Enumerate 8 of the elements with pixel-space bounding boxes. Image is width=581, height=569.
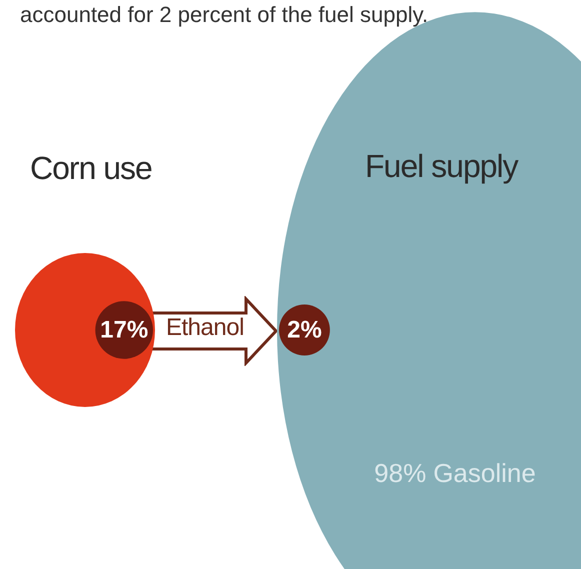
text: Corn use — [30, 150, 152, 187]
data-label: 98% — [374, 458, 426, 488]
data-label: 17% — [100, 316, 148, 344]
text: accounted for 2 percent of the fuel supply. — [20, 2, 428, 28]
data-label: 2% — [287, 316, 322, 344]
text: Fuel supply — [365, 148, 518, 185]
category-label: Gasoline — [433, 458, 536, 488]
category-label: Ethanol — [166, 314, 244, 342]
